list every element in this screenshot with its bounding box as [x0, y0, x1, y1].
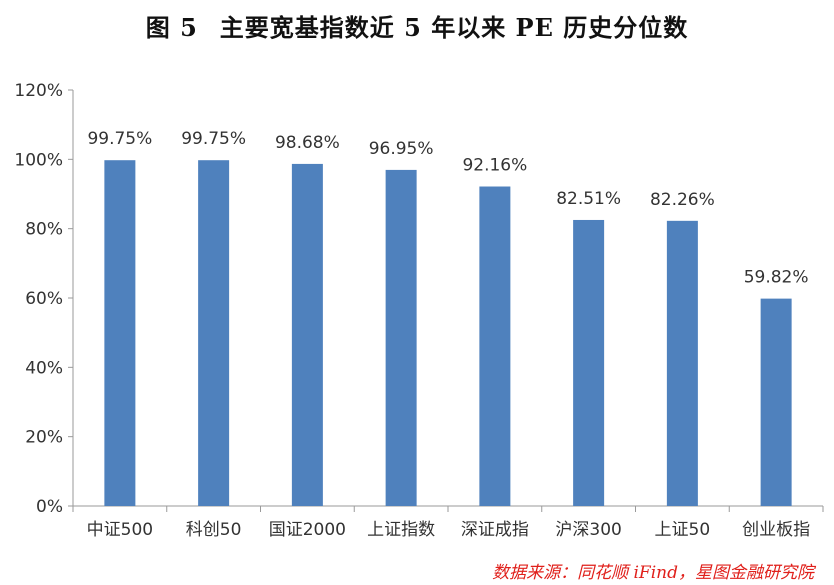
y-tick-label: 100%: [14, 150, 63, 170]
x-tick-label: 科创50: [186, 520, 242, 540]
data-label: 98.68%: [275, 133, 340, 153]
bar: [291, 163, 323, 506]
bar: [104, 160, 136, 506]
x-tick-label: 沪深300: [555, 520, 621, 540]
x-tick-label: 上证50: [655, 520, 711, 540]
x-tick-label: 中证500: [87, 520, 153, 540]
y-tick-label: 120%: [14, 81, 63, 101]
y-tick-label: 60%: [25, 289, 63, 309]
bar: [573, 219, 605, 506]
data-label: 96.95%: [369, 139, 434, 159]
bar: [479, 186, 511, 506]
y-tick-label: 20%: [25, 428, 63, 448]
data-label: 99.75%: [87, 129, 152, 149]
data-label: 59.82%: [744, 268, 809, 288]
x-tick-label: 国证2000: [269, 520, 346, 540]
data-label: 92.16%: [462, 156, 527, 176]
y-tick-label: 40%: [25, 358, 63, 378]
bar: [760, 298, 792, 506]
bar: [385, 169, 417, 506]
y-tick-label: 80%: [25, 220, 63, 240]
chart-title: 图 5 主要宽基指数近 5 年以来 PE 历史分位数: [0, 8, 834, 43]
y-tick-label: 0%: [36, 497, 63, 517]
bar: [198, 160, 230, 506]
data-label: 99.75%: [181, 129, 246, 149]
data-label: 82.51%: [556, 189, 621, 209]
x-tick-label: 深证成指: [461, 520, 529, 540]
x-tick-label: 上证指数: [367, 520, 435, 540]
x-tick-label: 创业板指: [742, 520, 810, 540]
figure-title: 主要宽基指数近 5 年以来 PE 历史分位数: [219, 13, 689, 42]
data-label: 82.26%: [650, 190, 715, 210]
bar: [666, 220, 698, 506]
figure-label: 图 5: [145, 13, 198, 42]
data-source: 数据来源：同花顺 iFind，星图金融研究院: [492, 563, 814, 583]
